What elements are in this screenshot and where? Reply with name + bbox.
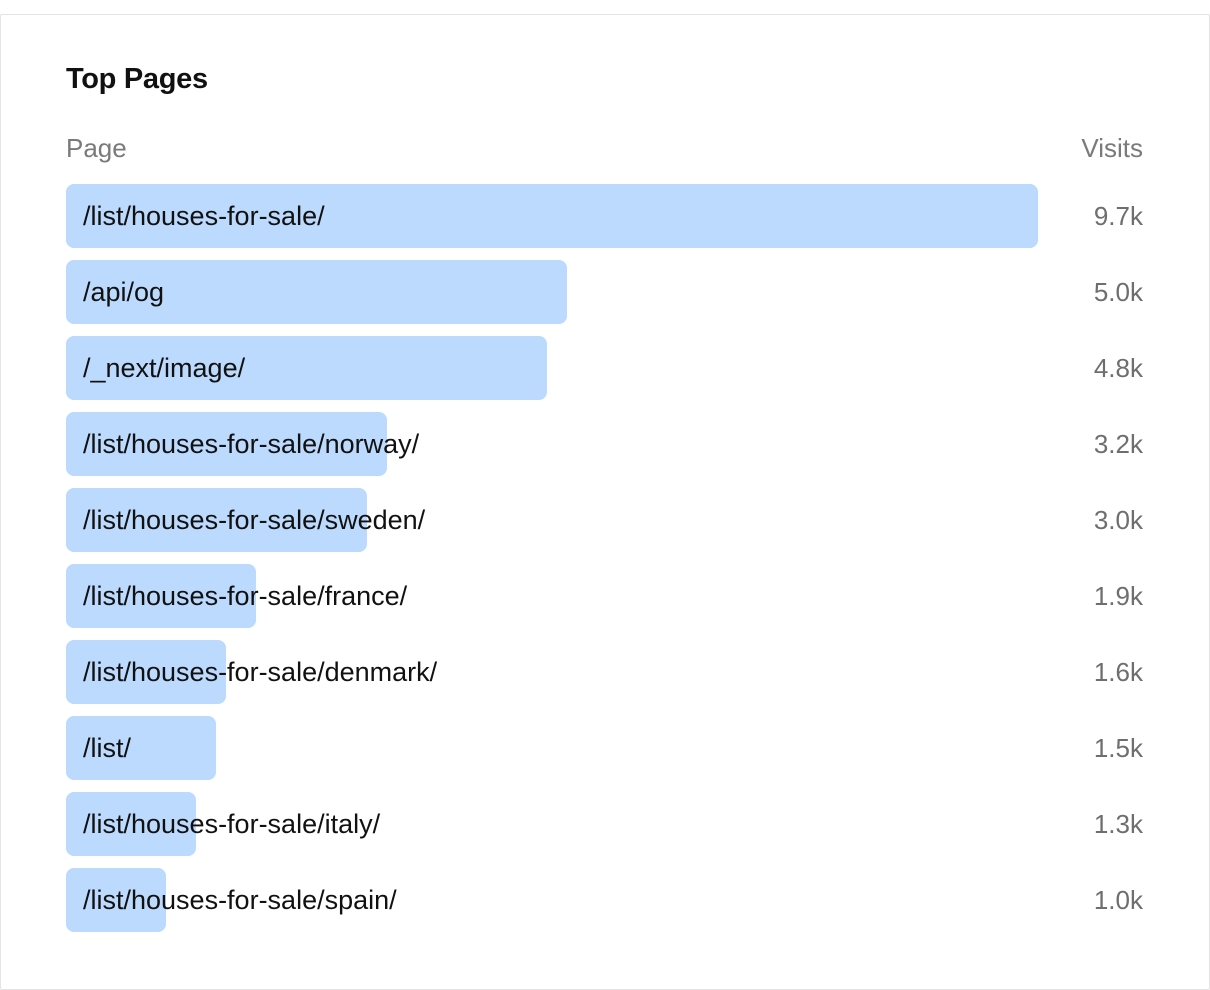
bar: [66, 564, 256, 628]
bar: [66, 260, 567, 324]
visits-value: 1.3k: [1093, 809, 1143, 839]
table-row[interactable]: /list/houses-for-sale/france/1.9k: [66, 564, 1143, 628]
bar: [66, 412, 387, 476]
bar: [66, 868, 166, 932]
bar-list: /list/houses-for-sale/9.7k/api/og 5.0k /_n…: [66, 184, 1143, 944]
bar: [66, 716, 216, 780]
table-row[interactable]: /list/houses-for-sale/9.7k: [66, 184, 1143, 248]
column-header-visits: Visits: [1081, 133, 1143, 163]
table-row[interactable]: /list/houses-for-sale/italy/1.3k: [66, 792, 1143, 856]
page-path-label: /list/houses-for-sale/spain/: [83, 885, 397, 915]
page-path-label: /list/houses-for-sale/: [83, 201, 325, 231]
page-path-label: /list/houses-for-sale/denmark/: [83, 657, 438, 687]
page-path-label: /api/og: [83, 277, 165, 307]
page-path-label: /list/houses-for-sale/sweden/: [83, 505, 426, 535]
visits-value: 4.8k: [1093, 353, 1143, 383]
page-path-label: /list/houses-for-sale/norway/: [83, 429, 420, 459]
table-row[interactable]: /api/og 5.0k: [66, 260, 1143, 324]
table-row[interactable]: /list/houses-for-sale/spain/1.0k: [66, 868, 1143, 932]
table-row[interactable]: /list/houses-for-sale/norway/3.2k: [66, 412, 1143, 476]
card-title: Top Pages: [66, 63, 208, 95]
page-path-label: /list/houses-for-sale/france/: [83, 581, 408, 611]
table-row[interactable]: /list/houses-for-sale/sweden/3.0k: [66, 488, 1143, 552]
table-row[interactable]: /list/1.5k: [66, 716, 1143, 780]
bar: [66, 184, 1038, 248]
visits-value: 1.6k: [1093, 657, 1143, 687]
visits-value: 1.5k: [1093, 733, 1143, 763]
bar: [66, 792, 196, 856]
table-row[interactable]: /list/houses-for-sale/denmark/1.6k: [66, 640, 1143, 704]
visits-value: 3.2k: [1093, 429, 1143, 459]
column-header-page: Page: [66, 133, 127, 163]
bar: [66, 488, 367, 552]
bar: [66, 336, 547, 400]
visits-value: 9.7k: [1093, 201, 1143, 231]
visits-value: 1.9k: [1093, 581, 1143, 611]
visits-value: 5.0k: [1093, 277, 1143, 307]
visits-value: 1.0k: [1093, 885, 1143, 915]
visits-value: 3.0k: [1093, 505, 1143, 535]
page-path-label: /list/houses-for-sale/italy/: [83, 809, 381, 839]
top-pages-card: Top Pages Page Visits /list/houses-for-s…: [0, 14, 1210, 990]
bar: [66, 640, 226, 704]
table-row[interactable]: /_next/image/4.8k: [66, 336, 1143, 400]
page-path-label: /_next/image/: [83, 353, 246, 383]
page-path-label: /list/: [83, 733, 132, 763]
